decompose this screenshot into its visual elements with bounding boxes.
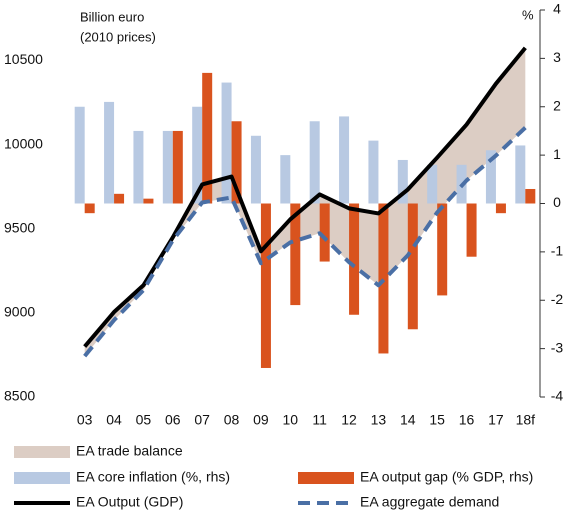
x-tick-label: 04 — [106, 412, 122, 428]
legend-label: EA aggregate demand — [360, 494, 499, 510]
y2-tick-label: 2 — [553, 97, 561, 113]
bar — [74, 106, 85, 204]
y2-tick-label: 0 — [553, 194, 561, 210]
x-tick-label: 06 — [165, 412, 181, 428]
bar — [368, 140, 379, 204]
y2-tick-label: -4 — [551, 388, 564, 404]
bar — [525, 188, 536, 204]
legend-label: EA Output (GDP) — [76, 494, 183, 510]
y2-tick-label: -3 — [551, 339, 564, 355]
bar — [427, 164, 438, 204]
bar — [495, 203, 506, 214]
bar — [221, 82, 232, 204]
bar — [378, 203, 389, 354]
bar — [260, 203, 271, 368]
line — [83, 126, 527, 358]
x-tick-label: 13 — [371, 412, 387, 428]
legend-label: EA output gap (% GDP, rhs) — [360, 469, 533, 485]
bar — [202, 72, 213, 204]
bar — [172, 130, 183, 204]
x-tick-label: 03 — [77, 412, 93, 428]
x-tick-label: 08 — [224, 412, 240, 428]
y-tick-label: 9000 — [4, 304, 35, 320]
legend-swatch — [14, 446, 70, 458]
y-tick-label: 9500 — [4, 219, 35, 235]
y-tick-label: 10000 — [4, 135, 43, 151]
bar — [437, 203, 448, 296]
bar — [515, 145, 526, 204]
bar — [192, 106, 203, 204]
x-tick-label: 16 — [459, 412, 475, 428]
bar — [309, 121, 320, 204]
legend-label: EA trade balance — [76, 443, 183, 459]
y2-tick-label: -1 — [551, 243, 564, 259]
bar — [162, 130, 173, 204]
bar — [485, 150, 496, 204]
y2-tick-label: -2 — [551, 291, 564, 307]
y-tick-label: 10500 — [4, 51, 43, 67]
bar — [280, 155, 291, 204]
x-tick-label: 12 — [341, 412, 357, 428]
legend-swatch — [14, 472, 70, 484]
x-tick-label: 05 — [136, 412, 152, 428]
x-tick-label: 11 — [312, 412, 327, 428]
bar — [466, 203, 477, 257]
bar — [84, 203, 95, 214]
x-tick-label: 09 — [253, 412, 269, 428]
bar — [290, 203, 301, 306]
x-tick-label: 07 — [194, 412, 210, 428]
x-tick-label: 14 — [400, 412, 416, 428]
y-label-line2: (2010 prices) — [80, 29, 156, 44]
y2-tick-label: 3 — [553, 49, 561, 65]
bar — [104, 101, 115, 204]
y2-tick-label: 4 — [553, 1, 561, 17]
bar — [143, 198, 154, 204]
y2-tick-label: 1 — [553, 146, 561, 162]
bar — [114, 193, 125, 204]
legend-label: EA core inflation (%, rhs) — [76, 469, 230, 485]
legend-swatch — [298, 472, 354, 484]
y2-label: % — [522, 7, 534, 22]
bar — [319, 203, 330, 262]
y-label-line1: Billion euro — [80, 9, 144, 24]
x-tick-label: 18f — [516, 412, 536, 428]
bar — [397, 159, 408, 204]
bar — [349, 203, 360, 315]
bar — [231, 121, 242, 204]
x-tick-label: 17 — [488, 412, 504, 428]
line — [83, 46, 527, 348]
y-tick-label: 8500 — [4, 388, 35, 404]
x-tick-label: 10 — [283, 412, 299, 428]
bar — [407, 203, 418, 330]
bar — [250, 135, 261, 204]
bar — [133, 130, 144, 204]
x-tick-label: 15 — [429, 412, 445, 428]
bar — [339, 116, 350, 204]
